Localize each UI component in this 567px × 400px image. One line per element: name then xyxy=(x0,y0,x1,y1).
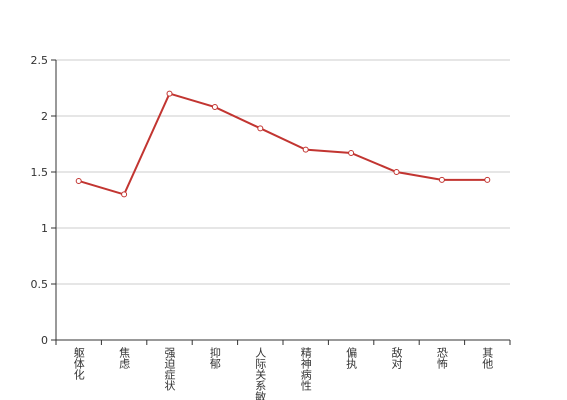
x-tick-label: 躯体化 xyxy=(72,347,85,381)
x-tick-label: 其他 xyxy=(481,347,494,369)
x-tick-label: 强迫症状 xyxy=(163,347,176,391)
x-tick-label: 焦虑 xyxy=(118,347,131,369)
x-tick-label: 人际关系敏感 xyxy=(254,347,267,400)
point xyxy=(166,90,173,97)
x-tick-label: 敌对 xyxy=(390,346,403,369)
y-tick-label: 0 xyxy=(41,334,48,347)
line xyxy=(78,92,488,196)
point xyxy=(393,169,400,175)
point xyxy=(302,146,309,153)
y-tick-label: 2.5 xyxy=(31,54,49,67)
point xyxy=(438,176,445,183)
point xyxy=(75,177,82,184)
y-tick-label: 2 xyxy=(41,110,48,123)
x-tick-label: 恐怖 xyxy=(435,347,448,369)
y-tick-label: 1.5 xyxy=(31,166,49,179)
point xyxy=(211,104,218,111)
point xyxy=(484,176,491,183)
point xyxy=(257,125,264,132)
point xyxy=(121,191,128,198)
y-tick-label: 1 xyxy=(41,222,48,235)
y-tick-label: 0.5 xyxy=(31,278,49,291)
x-tick-label: 偏执 xyxy=(345,346,358,370)
x-tick-label: 抑郁 xyxy=(208,346,221,369)
x-tick-label: 精神病性 xyxy=(299,347,312,392)
point xyxy=(348,149,355,156)
